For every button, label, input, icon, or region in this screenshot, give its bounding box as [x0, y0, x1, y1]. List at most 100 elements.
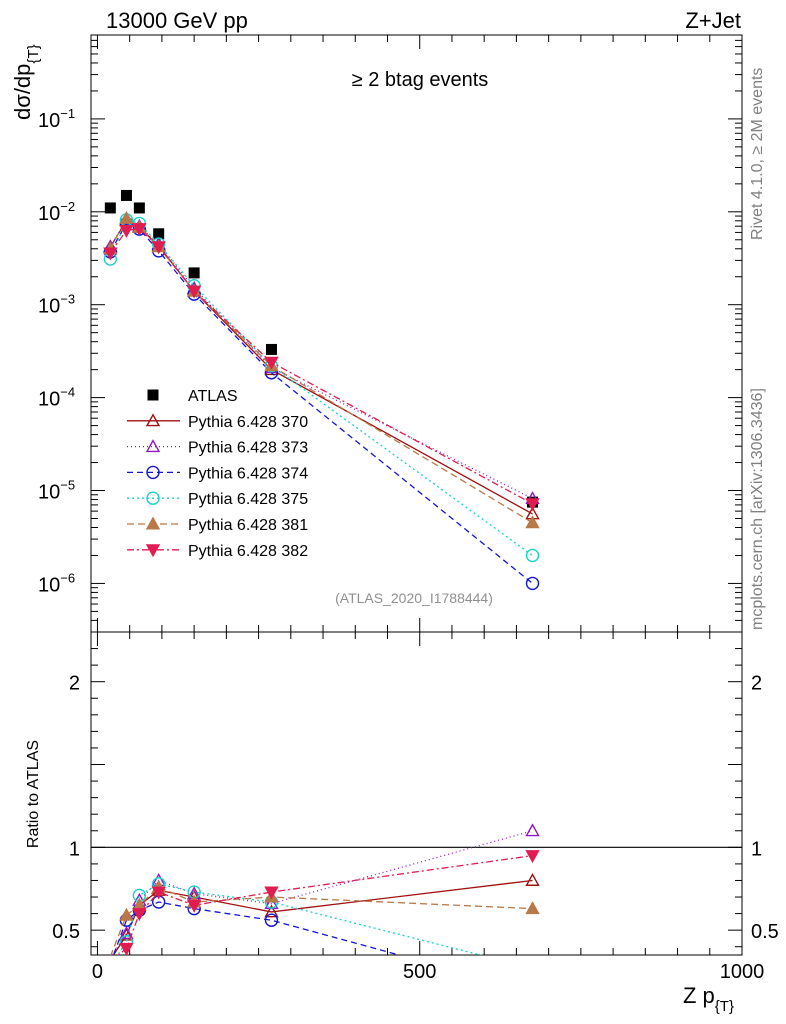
main-series-group [103, 189, 540, 591]
legend-marker [146, 491, 160, 505]
legend-item: Pythia 6.428 370 [127, 413, 308, 431]
ratio-point [525, 901, 540, 915]
analysis-watermark: (ATLAS_2020_I1788444) [335, 590, 493, 606]
legend-label: Pythia 6.428 374 [188, 465, 308, 482]
ratio-series-374 [112, 895, 402, 955]
data-point [188, 267, 200, 279]
x-tick-label: 1000 [720, 961, 765, 983]
ratio-y-tick-label: 2 [69, 673, 80, 695]
ratio-point [186, 899, 202, 913]
ratio-y-tick-label-right: 1 [751, 838, 762, 860]
ratio-line [110, 886, 533, 955]
main-y-tick-base: 10 [38, 110, 60, 132]
ratio-point [119, 926, 134, 939]
data-point [103, 247, 118, 261]
data-point [186, 285, 202, 299]
legend-label: Pythia 6.428 375 [188, 491, 308, 508]
ratio-point [119, 942, 134, 955]
main-y-tick-label: 10−1 [38, 106, 75, 132]
ratio-line [117, 854, 533, 955]
ratio-y-tick-label-right: 2 [751, 673, 762, 695]
side-label-rivet: Rivet 4.1.0, ≥ 2M events [749, 68, 766, 240]
legend-label: ATLAS [188, 388, 238, 405]
main-axis-ticks [91, 34, 743, 633]
main-y-tick-base: 10 [38, 574, 60, 596]
legend-marker [145, 413, 161, 427]
legend-label: Pythia 6.428 382 [188, 543, 308, 560]
legend-item: ATLAS [147, 388, 238, 405]
data-point [264, 356, 279, 370]
main-ylabel-sub: {T} [25, 44, 42, 63]
legend: ATLAS Pythia 6.428 370 Pythia 6.428 373 Pyt… [127, 388, 308, 560]
legend-item: Pythia 6.428 374 [127, 465, 308, 482]
main-y-tick-label: 10−6 [38, 570, 75, 596]
x-tick-label: 0 [92, 961, 103, 983]
ratio-point [151, 886, 166, 900]
ratio-line [117, 883, 483, 955]
main-y-tick-labels: 10−610−510−410−310−210−1 [38, 106, 75, 597]
ratio-line [111, 830, 533, 955]
ratio-series-381 [110, 879, 540, 955]
data-point [104, 202, 116, 214]
main-y-tick-exp: −3 [60, 292, 75, 307]
legend-marker [145, 439, 161, 453]
data-point [525, 576, 540, 591]
ratio-y-tick-label: 0.5 [52, 921, 80, 943]
legend-label: Pythia 6.428 373 [188, 440, 308, 457]
ratio-line [112, 901, 402, 955]
main-y-tick-base: 10 [38, 296, 60, 318]
main-y-tick-base: 10 [38, 203, 60, 225]
ratio-y-axis-label: Ratio to ATLAS [25, 740, 42, 848]
svg-text:dσ/dp{T}: dσ/dp{T} [10, 44, 42, 120]
legend-item: Pythia 6.428 381 [127, 516, 308, 534]
ratio-line [112, 879, 533, 955]
series-line [109, 222, 533, 584]
main-y-tick-base: 10 [38, 482, 60, 504]
ratio-series-373 [111, 823, 540, 955]
data-point [525, 498, 540, 512]
legend-marker [146, 465, 160, 480]
ratio-y-tick-labels: 0.5 0.5 1 1 2 2 [52, 673, 779, 943]
ratio-point [525, 823, 540, 837]
main-series-375 [103, 213, 540, 563]
header-process-label: Z+Jet [685, 8, 741, 33]
ratio-series-group [110, 823, 540, 955]
data-point [151, 241, 166, 255]
legend-marker [147, 389, 159, 401]
ratio-point [132, 908, 147, 922]
ratio-point [264, 913, 279, 927]
main-ylabel-text: dσ/dp [10, 64, 35, 120]
main-y-axis-label: dσ/dp{T} [10, 44, 42, 120]
data-point [119, 210, 134, 224]
xlabel-text: Z p [683, 983, 715, 1008]
data-point [525, 515, 540, 529]
x-axis-label: Z p{T} [683, 983, 734, 1015]
side-label-mcplots: mcplots.cern.ch [arXiv:1306.3436] [749, 388, 766, 630]
main-y-tick-exp: −1 [60, 106, 75, 121]
main-series-382 [103, 223, 540, 512]
header-energy-label: 13000 GeV pp [106, 8, 248, 33]
main-y-tick-exp: −5 [60, 478, 75, 493]
main-y-tick-base: 10 [38, 389, 60, 411]
x-tick-label: 500 [403, 961, 436, 983]
data-point [119, 224, 134, 238]
main-y-tick-label: 10−4 [38, 385, 75, 411]
data-point [133, 202, 145, 214]
xlabel-sub: {T} [715, 998, 734, 1015]
ratio-point [264, 904, 279, 918]
main-y-tick-label: 10−3 [38, 292, 75, 318]
main-series-374 [103, 216, 540, 591]
data-point [265, 343, 277, 355]
ratio-y-tick-label-right: 0.5 [751, 921, 779, 943]
data-point [120, 189, 132, 201]
ratio-y-tick-label: 1 [69, 838, 80, 860]
main-y-tick-label: 10−5 [38, 478, 75, 504]
main-series-atlas [104, 189, 539, 508]
legend-label: Pythia 6.428 370 [188, 414, 308, 431]
ratio-point [525, 873, 540, 886]
ratio-point [264, 886, 279, 900]
ratio-series-382 [117, 850, 540, 955]
legend-marker [145, 544, 161, 558]
legend-label: Pythia 6.428 381 [188, 517, 308, 534]
